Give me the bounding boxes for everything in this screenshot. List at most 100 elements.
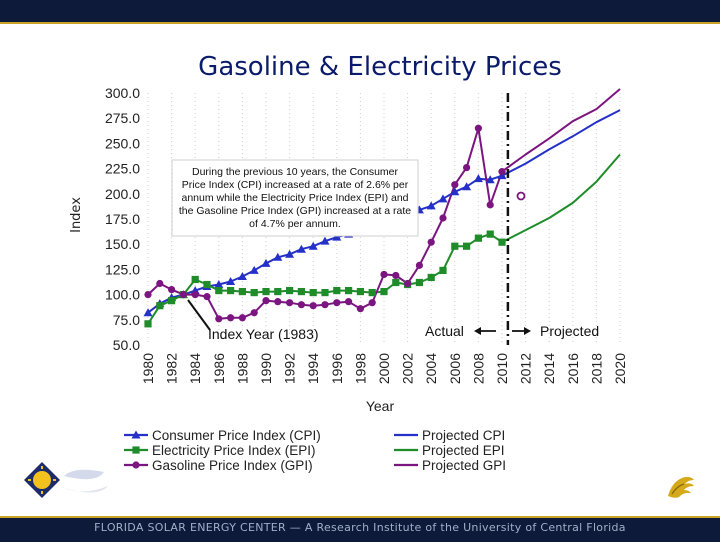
x-tick-label: 1998 [352,353,368,384]
y-tick-label: 225.0 [105,161,140,177]
gpi-point [215,315,223,323]
gpi-point [486,201,494,209]
x-tick-labels: 1980 1982 1984 1986 1988 1990 1992 1994 1996 1998… [140,353,628,384]
epi-point [498,238,506,246]
cpi-point [450,187,460,196]
epi-point [333,286,341,295]
epi-point [227,286,235,295]
series-line [501,153,621,244]
index-year-label: Index Year (1983) [208,326,319,342]
x-tick-label: 2016 [565,353,581,384]
series-line [501,88,621,173]
x-tick-label: 1988 [234,353,250,384]
note-line: annum while the Electricity Price Index … [181,192,408,204]
legend-label: Electricity Price Index (EPI) [152,443,316,458]
x-tick-label: 1982 [164,353,180,384]
cpi-point [214,280,224,289]
cpi-point [332,232,342,241]
epi-point [297,287,305,296]
epi-point [463,242,471,250]
x-tick-label: 1984 [187,353,203,384]
x-tick-label: 2014 [541,353,557,384]
cpi-point [462,182,472,191]
ucf-pegasus-icon [663,471,697,505]
epi-point [439,266,447,275]
gpi-point [179,291,187,299]
epi-point [144,320,152,328]
epi-point [309,288,317,297]
x-tick-label: 1994 [305,353,321,384]
epi-point [380,287,388,296]
epi-point [238,287,246,296]
rate-note: During the previous 10 years, the Consum… [179,166,411,230]
epi-point [345,286,353,295]
cpi-point [438,194,448,203]
y-tick-label: 250.0 [105,135,140,151]
cpi-point [485,175,495,184]
index-year-pointer [187,299,211,331]
x-tick-label: 2000 [376,353,392,384]
x-tick-label: 1992 [282,353,298,384]
gpi-point [368,299,376,307]
epi-point [262,287,270,296]
cpi-point [261,258,271,267]
series-line [501,109,621,177]
gpi-point [203,293,211,301]
gpi-point [262,297,270,305]
x-tick-label: 2008 [470,353,486,384]
gpi-point [427,238,435,246]
cpi-point [320,236,330,245]
y-tick-label: 150.0 [105,236,140,252]
legend-label: Consumer Price Index (CPI) [152,428,321,443]
gpi-point [250,309,258,317]
legend-label: Projected EPI [422,443,505,458]
epi-point [427,273,435,282]
cpi-point [426,201,436,210]
epi-point [191,275,199,284]
epi-point [274,287,282,296]
epi-point [156,302,164,310]
projected-arrowhead [524,327,531,335]
x-tick-label: 1990 [258,353,274,384]
epi-point [415,278,423,287]
gpi-point [451,181,459,189]
gpi-point [345,298,353,306]
top-bar [0,0,720,24]
gpi-point [463,163,471,172]
legend-label: Projected CPI [422,428,505,443]
epi-point [474,234,482,242]
gpi-point [168,285,176,294]
series-markers [143,124,507,328]
legend-marker [131,430,141,439]
gpi-point [380,270,388,279]
x-tick-label: 2012 [518,353,534,384]
cpi-point [237,271,247,280]
x-tick-label: 1986 [211,353,227,384]
cpi-point [143,308,153,317]
epi-point [486,230,494,238]
fsec-logo-icon [24,462,108,498]
actual-label: Actual [425,323,464,339]
x-tick-label: 2020 [612,353,628,384]
gpi-point [498,168,506,176]
epi-point [451,242,459,250]
y-tick-label: 175.0 [105,211,140,227]
cpi-point [273,252,283,261]
gpi-point [415,261,423,269]
y-axis-label: Index [69,197,84,233]
chart-legend: Consumer Price Index (CPI)Electricity Pr… [124,428,506,473]
y-tick-label: 50.0 [113,337,140,353]
gpi-point [321,301,329,309]
gpi-point [439,214,447,222]
note-line: Price Index (CPI) increased at a rate of… [182,179,409,191]
x-tick-label: 2018 [588,353,604,384]
x-tick-label: 2010 [494,353,510,384]
epi-point [368,288,376,297]
x-tick-label: 2002 [400,353,416,384]
cpi-point [249,265,259,274]
x-axis-label: Year [366,398,395,414]
note-line: During the previous 10 years, the Consum… [192,166,399,178]
gpi-point [333,299,341,307]
epi-point [356,287,364,296]
